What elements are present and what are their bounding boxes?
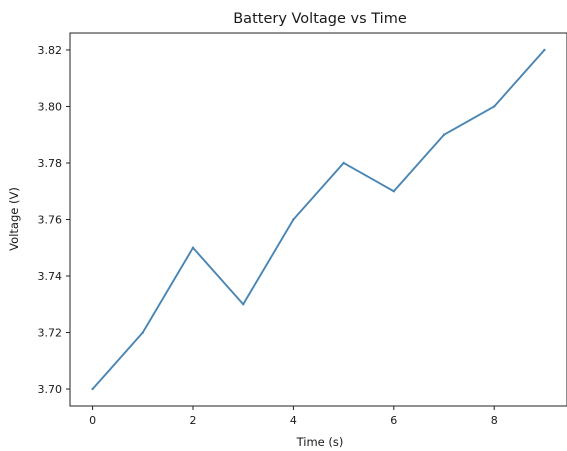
data-point [392, 190, 396, 193]
x-axis: 0 2 4 6 8 [89, 406, 498, 427]
series-line [91, 49, 546, 390]
x-tick-label: 4 [290, 414, 297, 427]
data-point [141, 331, 144, 334]
x-tick-label: 2 [189, 414, 196, 427]
data-point [493, 105, 496, 108]
y-tick-label: 3.80 [38, 100, 63, 113]
x-tick-label: 0 [89, 414, 96, 427]
y-tick-label: 3.74 [38, 270, 63, 283]
plot-area-frame [69, 32, 567, 407]
y-tick-label: 3.82 [38, 44, 63, 57]
y-tick-label: 3.72 [38, 327, 63, 340]
data-point [543, 48, 546, 52]
chart-title: Battery Voltage vs Time [233, 11, 407, 27]
y-axis-label: Voltage (V) [7, 187, 21, 251]
data-point [342, 161, 345, 165]
data-point [191, 246, 195, 249]
y-tick-label: 3.70 [38, 383, 63, 396]
data-point [241, 303, 245, 306]
y-axis: 3.70 3.72 3.74 3.76 3.78 3.80 3.82 [38, 44, 70, 396]
data-point [292, 218, 295, 221]
x-axis-label: Time (s) [296, 435, 344, 449]
x-tick-label: 6 [390, 414, 397, 427]
y-tick-label: 3.76 [38, 214, 63, 227]
x-tick-label: 8 [491, 414, 498, 427]
y-tick-label: 3.78 [38, 157, 63, 170]
data-point [442, 133, 446, 136]
data-point [91, 387, 94, 391]
series-group [91, 48, 546, 391]
